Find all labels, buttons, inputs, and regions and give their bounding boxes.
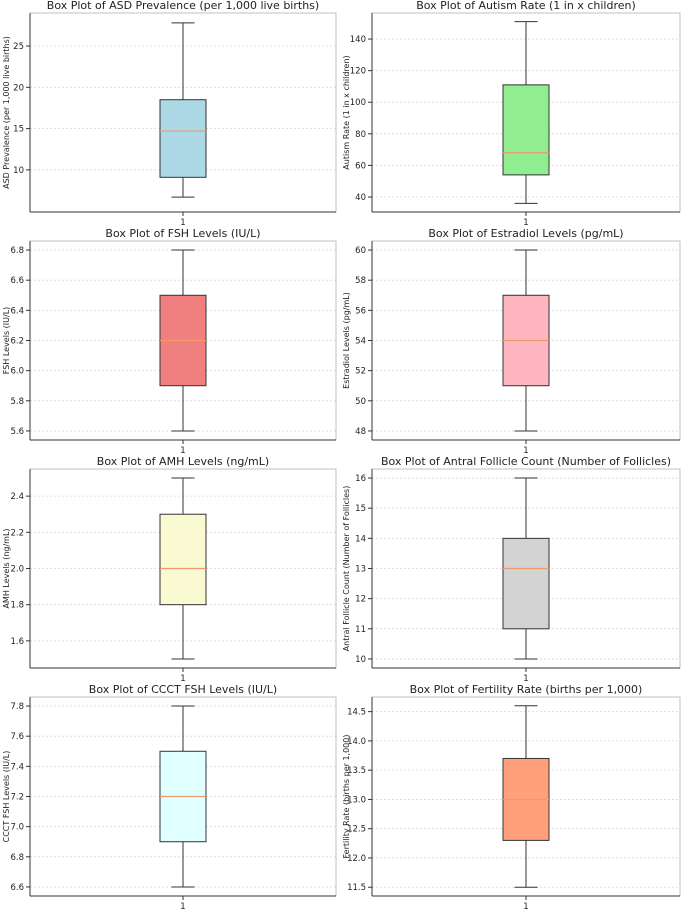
chart-panel: 10 15 20 25 1 Box Plot of ASD Prevalence (per… (2, 0, 337, 228)
x-tick-label: 1 (523, 218, 528, 228)
x-tick-label: 1 (180, 674, 185, 684)
y-axis-label: CCCT FSH Levels (IU/L) (2, 751, 11, 843)
y-tick-label: 7.6 (10, 732, 24, 742)
y-tick-label: 6.8 (10, 853, 24, 863)
y-tick-label: 13 (355, 565, 366, 575)
y-tick-label: 7.0 (10, 823, 24, 833)
x-tick-label: 1 (523, 446, 528, 456)
chart-panel: 48 50 52 54 56 58 60 1 Box Plot of Estradiol Lev… (342, 227, 681, 456)
y-tick-label: 5.6 (10, 427, 24, 437)
chart-title: Box Plot of FSH Levels (IU/L) (105, 227, 260, 240)
y-tick-label: 56 (355, 306, 366, 316)
y-tick-label: 25 (13, 42, 24, 52)
y-tick-label: 13.0 (347, 795, 366, 805)
y-tick-label: 7.2 (10, 793, 24, 803)
y-axis-label: Antral Follicle Count (Number of Follicl… (342, 486, 351, 652)
chart-panel: 10 11 12 13 14 15 16 1 Box Plot of Antral Follic… (342, 455, 681, 684)
y-tick-label: 48 (355, 427, 366, 437)
y-tick-label: 54 (355, 337, 366, 347)
y-tick-label: 6.6 (10, 276, 24, 286)
y-tick-label: 6.8 (10, 246, 24, 256)
x-tick-label: 1 (523, 674, 528, 684)
x-tick-label: 1 (180, 218, 185, 228)
chart-panel: 11.5 12.0 12.5 13.0 13.5 14.0 14.5 1 Box Plot of… (342, 683, 681, 912)
y-tick-label: 7.4 (10, 762, 24, 772)
y-axis-label: Fertility Rate (births per 1,000) (342, 735, 351, 859)
y-tick-label: 120 (350, 67, 366, 77)
y-tick-label: 12.0 (347, 854, 366, 864)
chart-title: Box Plot of Estradiol Levels (pg/mL) (428, 227, 623, 240)
y-tick-label: 14.5 (347, 708, 366, 718)
chart-title: Box Plot of CCCT FSH Levels (IU/L) (89, 683, 277, 696)
x-tick-label: 1 (180, 902, 185, 911)
y-tick-label: 2.2 (10, 528, 24, 538)
chart-panel: 1.6 1.8 2.0 2.2 2.4 1 Box Plot of AMH Levels (… (2, 455, 337, 684)
y-tick-label: 14 (355, 534, 366, 544)
y-tick-label: 2.4 (10, 492, 24, 502)
y-tick-label: 60 (355, 161, 366, 171)
y-tick-label: 100 (350, 98, 366, 108)
iqr-box (502, 537, 550, 630)
y-tick-label: 1.6 (10, 637, 24, 647)
chart-panel: 6.6 6.8 7.0 7.2 7.4 7.6 7.8 1 Box Plot of CCCT F… (2, 683, 337, 912)
y-tick-label: 6.4 (10, 306, 24, 316)
y-tick-label: 15 (13, 125, 24, 135)
y-tick-label: 40 (355, 193, 366, 203)
y-tick-label: 16 (355, 474, 366, 484)
y-axis-label: FSH Levels (IU/L) (2, 307, 11, 375)
y-tick-label: 12.5 (347, 825, 366, 835)
y-tick-label: 10 (355, 655, 366, 665)
y-tick-label: 5.8 (10, 397, 24, 407)
y-tick-label: 13.5 (347, 766, 366, 776)
y-tick-label: 7.8 (10, 702, 24, 712)
chart-title: Box Plot of AMH Levels (ng/mL) (97, 455, 269, 468)
y-tick-label: 140 (350, 35, 366, 45)
y-tick-label: 1.8 (10, 601, 24, 611)
iqr-box (502, 84, 550, 176)
y-axis-label: AMH Levels (ng/mL) (2, 528, 11, 608)
y-axis-label: ASD Prevalence (per 1,000 live births) (2, 36, 11, 189)
y-tick-label: 6.0 (10, 367, 24, 377)
chart-title: Box Plot of Antral Follicle Count (Numbe… (381, 455, 671, 468)
y-tick-label: 6.2 (10, 337, 24, 347)
y-tick-label: 58 (355, 276, 366, 286)
chart-title: Box Plot of ASD Prevalence (per 1,000 li… (47, 0, 319, 12)
chart-panel: 5.6 5.8 6.0 6.2 6.4 6.6 6.8 1 Box Plot of FSH Le… (2, 227, 337, 456)
y-tick-label: 52 (355, 367, 366, 377)
y-tick-label: 80 (355, 130, 366, 140)
y-tick-label: 14.0 (347, 737, 366, 747)
iqr-box (159, 99, 207, 178)
y-tick-label: 11 (355, 625, 366, 635)
x-tick-label: 1 (180, 446, 185, 456)
y-tick-label: 50 (355, 397, 366, 407)
y-tick-label: 2.0 (10, 565, 24, 575)
chart-title: Box Plot of Fertility Rate (births per 1… (410, 683, 643, 696)
y-tick-label: 15 (355, 504, 366, 514)
y-tick-label: 60 (355, 246, 366, 256)
iqr-box (159, 513, 207, 606)
chart-panel: 40 60 80 100 120 140 1 Box Plot of Autism Rate … (342, 0, 681, 228)
y-tick-label: 11.5 (347, 883, 366, 893)
x-tick-label: 1 (523, 902, 528, 911)
chart-title: Box Plot of Autism Rate (1 in x children… (416, 0, 636, 12)
y-axis-label: Autism Rate (1 in x children) (342, 55, 351, 169)
y-tick-label: 12 (355, 595, 366, 605)
y-axis-label: Estradiol Levels (pg/mL) (342, 292, 351, 389)
y-tick-label: 6.6 (10, 883, 24, 893)
y-tick-label: 10 (13, 166, 24, 176)
y-tick-label: 20 (13, 83, 24, 93)
